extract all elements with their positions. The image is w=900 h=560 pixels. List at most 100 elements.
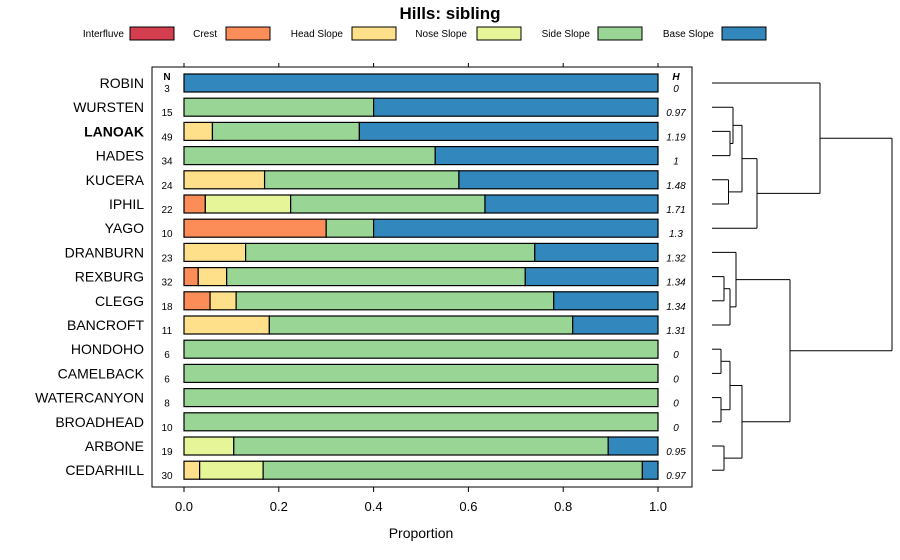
bar-segment <box>373 218 659 238</box>
n-value: 19 <box>161 447 173 458</box>
bar-segment <box>245 242 536 262</box>
bar-segment <box>484 194 659 214</box>
legend-swatch <box>476 26 522 41</box>
n-value: 22 <box>161 205 173 216</box>
bar-segment <box>325 218 375 238</box>
tick-label: 0.0 <box>175 499 193 514</box>
bar-segment <box>211 121 360 142</box>
x-axis: 0.0 0.2 0.4 0.6 0.8 1.0 <box>175 63 667 514</box>
row-label: CLEGG <box>95 293 144 309</box>
bar-segment <box>183 388 659 408</box>
tick-label: 0.6 <box>459 499 477 514</box>
h-value: 1.34 <box>666 302 686 313</box>
h-value: 1.34 <box>666 278 686 289</box>
h-column-header: H <box>672 72 680 83</box>
row-label: BANCROFT <box>67 317 144 333</box>
h-value: 0 <box>673 374 679 385</box>
legend-swatch <box>351 26 397 41</box>
row-label: CEDARHILL <box>65 462 144 478</box>
row-labels: ROBIN WURSTEN LANOAK HADES KUCERA IPHIL YAGO DR… <box>35 75 145 478</box>
row-label: DRANBURN <box>65 244 144 260</box>
row-label: ARBONE <box>85 438 144 454</box>
h-value: 0 <box>673 423 679 434</box>
bar-segment <box>183 194 206 214</box>
bar-segment <box>183 242 247 262</box>
n-column-header: N <box>163 72 170 83</box>
dendrogram <box>712 82 893 471</box>
legend-label: Side Slope <box>542 29 591 40</box>
x-axis-label: Proportion <box>389 525 454 541</box>
h-value: 1.32 <box>666 253 686 264</box>
bar-segment <box>204 194 292 214</box>
bar-segment <box>572 315 659 335</box>
h-value: 0 <box>673 399 679 410</box>
tick-label: 0.8 <box>554 499 572 514</box>
bar-segment <box>458 170 659 190</box>
row-label: WATERCANYON <box>35 390 144 406</box>
row-label: REXBURG <box>75 269 144 285</box>
bar-segment <box>183 218 327 238</box>
bar-segment <box>534 242 659 262</box>
bar-segment <box>183 460 201 480</box>
row-label: KUCERA <box>86 172 145 188</box>
n-value: 6 <box>164 350 170 361</box>
h-value: 1.19 <box>666 132 686 143</box>
bar-segment <box>641 460 659 480</box>
plot-frame <box>151 66 693 488</box>
bar-segment <box>183 146 436 166</box>
bar-segment <box>183 73 659 93</box>
bar-segment <box>183 363 659 383</box>
legend-label: Crest <box>193 29 217 40</box>
n-value: 10 <box>161 423 173 434</box>
bar-segment <box>226 267 526 287</box>
bar-segment <box>263 170 460 190</box>
row-label: IPHIL <box>109 196 144 212</box>
bar-segment <box>233 436 609 456</box>
bar-segment <box>183 412 659 432</box>
legend-label: Base Slope <box>663 29 715 40</box>
n-value: 32 <box>161 278 173 289</box>
h-value: 1.48 <box>666 181 686 192</box>
h-value: 0 <box>673 350 679 361</box>
legend-label: Head Slope <box>291 29 344 40</box>
bar-segment <box>209 291 237 311</box>
legend-swatch <box>129 26 175 41</box>
n-value: 8 <box>164 399 170 410</box>
legend: Interfluve Crest Head Slope Nose Slope Side … <box>83 26 767 41</box>
tick-label: 1.0 <box>649 499 667 514</box>
n-value: 49 <box>161 132 173 143</box>
bar-segment <box>373 97 659 117</box>
h-value: 1.71 <box>666 205 685 216</box>
bar-segment <box>183 170 266 190</box>
n-value: 15 <box>161 108 173 119</box>
n-value: 34 <box>161 157 173 168</box>
h-value: 0 <box>673 84 679 95</box>
row-label: BROADHEAD <box>55 414 144 430</box>
bar-segment <box>183 97 375 117</box>
tick-label: 0.4 <box>365 499 383 514</box>
h-value: 0.97 <box>666 108 686 119</box>
n-value: 11 <box>162 326 173 337</box>
bar-segment <box>553 291 659 311</box>
bar-segment <box>183 121 214 142</box>
bar-segment <box>607 436 659 456</box>
bar-segment <box>197 267 228 287</box>
h-value: 1.3 <box>669 229 683 240</box>
row-label: WURSTEN <box>73 99 144 115</box>
row-label: HONDOHO <box>71 341 144 357</box>
legend-label: Interfluve <box>83 29 125 40</box>
h-value: 0.95 <box>666 447 686 458</box>
h-value: 0.97 <box>666 471 686 482</box>
bar-segment <box>358 121 659 142</box>
row-label: ROBIN <box>100 75 144 91</box>
row-label: HADES <box>96 148 144 164</box>
n-value: 18 <box>161 302 173 313</box>
bar-segment <box>183 267 199 287</box>
legend-swatch <box>597 26 643 41</box>
row-label: LANOAK <box>84 123 144 139</box>
bar-segment <box>235 291 555 311</box>
bar-segment <box>524 267 659 287</box>
tick-label: 0.2 <box>270 499 288 514</box>
